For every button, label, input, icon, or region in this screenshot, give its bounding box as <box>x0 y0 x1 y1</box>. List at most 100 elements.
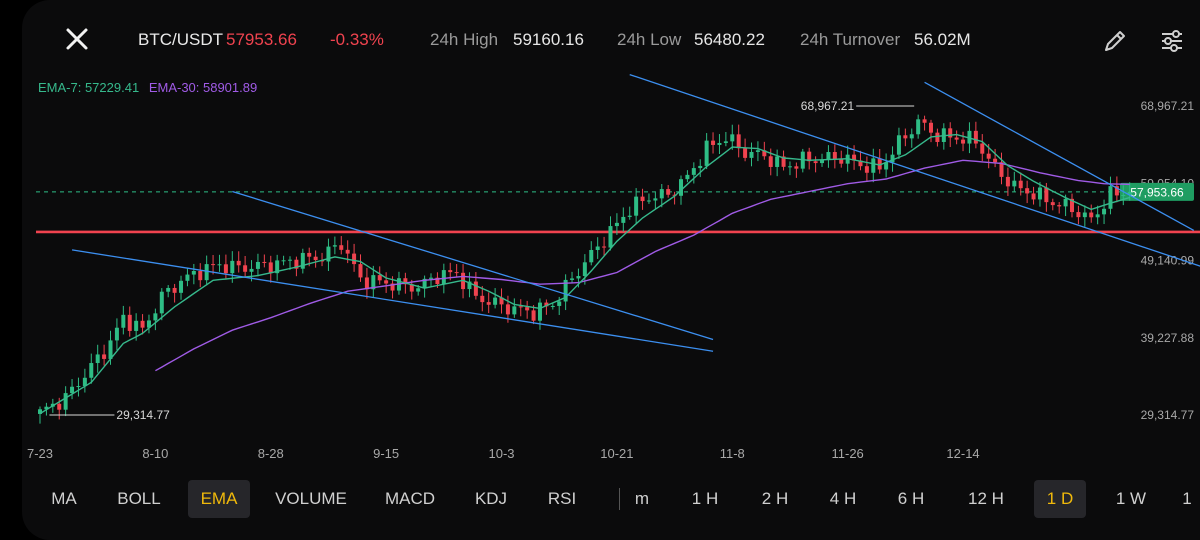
candle-body <box>762 150 767 157</box>
candlestick-chart[interactable]: 68,967.2159,054.1049,140.9939,227.8829,3… <box>22 0 1200 470</box>
x-tick-label: 8-28 <box>258 446 284 461</box>
candle-body <box>191 270 196 275</box>
high-value: 59160.16 <box>513 30 584 49</box>
turnover-label: 24h Turnover <box>800 30 901 49</box>
candle-body <box>108 340 113 359</box>
candle-body <box>1005 176 1010 187</box>
candle-body <box>275 260 280 274</box>
current-price-tag <box>1120 182 1194 201</box>
candle-body <box>429 277 434 279</box>
sliders-icon[interactable] <box>1157 26 1187 56</box>
candle-body <box>896 135 901 155</box>
close-icon[interactable] <box>62 24 92 54</box>
candle-body <box>903 135 908 139</box>
candle-body <box>243 265 248 272</box>
candle-body <box>916 119 921 135</box>
low-label: 24h Low <box>617 30 682 49</box>
candle-body <box>755 150 760 152</box>
toolbar-divider <box>619 488 620 510</box>
candle-body <box>217 264 222 266</box>
ema7-legend: EMA-7: 57229.41 <box>38 80 140 95</box>
candle-body <box>1063 198 1068 207</box>
candle-body <box>563 279 568 302</box>
candle-body <box>839 159 844 164</box>
candle-body <box>44 406 49 410</box>
timeframe-1h[interactable]: 1 H <box>691 489 719 508</box>
candle-body <box>1102 208 1107 215</box>
change-percent: -0.33% <box>330 30 384 49</box>
candle-body <box>999 162 1004 177</box>
candle-body <box>730 134 735 142</box>
timeframe-2h[interactable]: 2 H <box>761 489 789 508</box>
x-tick-label: 10-21 <box>600 446 633 461</box>
candle-body <box>852 154 857 161</box>
candle-body <box>114 327 119 341</box>
candle-body <box>448 270 453 273</box>
indicator-rsi[interactable]: RSI <box>547 489 577 508</box>
x-tick-label: 8-10 <box>142 446 168 461</box>
candle-body <box>409 284 414 292</box>
trendline <box>232 190 714 341</box>
high-label: 24h High <box>430 30 499 49</box>
x-tick-label: 11-8 <box>720 446 745 461</box>
candle-body <box>294 259 299 269</box>
candle-body <box>935 132 940 142</box>
candle-body <box>493 297 498 305</box>
candle-body <box>993 158 998 163</box>
candle-body <box>807 151 812 162</box>
candle-body <box>948 128 953 138</box>
candle-body <box>1018 180 1023 189</box>
timeframe-1d[interactable]: 1 D <box>1034 480 1086 518</box>
candle-body <box>89 363 94 378</box>
timeframe-6h[interactable]: 6 H <box>897 489 925 508</box>
y-tick-label: 29,314.77 <box>1141 408 1195 422</box>
candle-body <box>537 302 542 321</box>
candle-body <box>416 288 421 292</box>
candle-body <box>550 305 555 307</box>
candle-body <box>377 275 382 281</box>
chart-screen: BTC/USDT 57953.66 -0.33% 24h High 59160.… <box>22 0 1200 540</box>
candle-body <box>595 246 600 251</box>
timeframe-m[interactable]: m <box>634 489 650 508</box>
candle-body <box>454 272 459 274</box>
y-tick-label: 39,227.88 <box>1141 331 1195 345</box>
candle-body <box>198 270 203 281</box>
indicator-macd[interactable]: MACD <box>384 489 436 508</box>
last-price: 57953.66 <box>226 30 297 49</box>
candle-body <box>967 130 972 144</box>
indicator-boll[interactable]: BOLL <box>117 489 161 508</box>
candle-body <box>505 304 510 315</box>
indicator-volume[interactable]: VOLUME <box>275 489 347 508</box>
candle-body <box>146 320 151 328</box>
indicator-kdj[interactable]: KDJ <box>474 489 508 508</box>
candle-body <box>1127 191 1132 196</box>
candle-body <box>877 158 882 170</box>
low-value: 56480.22 <box>694 30 765 49</box>
pair-symbol: BTC/USDT <box>138 30 223 49</box>
candle-body <box>339 245 344 250</box>
timeframe-4h[interactable]: 4 H <box>829 489 857 508</box>
candle-body <box>185 274 190 281</box>
candle-body <box>211 264 216 266</box>
candle-body <box>928 122 933 133</box>
timeframe-1w[interactable]: 1 W <box>1115 489 1147 508</box>
candle-body <box>1070 198 1075 213</box>
candle-body <box>698 165 703 169</box>
candle-body <box>223 264 228 274</box>
indicator-ma[interactable]: MA <box>51 489 77 508</box>
trendline <box>924 81 1195 231</box>
candle-body <box>858 160 863 167</box>
pencil-icon[interactable] <box>1100 26 1130 56</box>
timeframe-12h[interactable]: 12 H <box>968 489 1004 508</box>
indicator-ema[interactable]: EMA <box>188 480 250 518</box>
candle-body <box>95 354 100 364</box>
candle-body <box>1044 187 1049 203</box>
candle-body <box>813 161 818 164</box>
candle-body <box>230 260 235 274</box>
x-tick-label: 11-26 <box>832 446 864 461</box>
timeframe-more[interactable]: 1 <box>1182 489 1192 508</box>
candle-body <box>236 260 241 266</box>
candle-body <box>518 306 523 308</box>
max-marker-label: 68,967.21 <box>801 99 855 113</box>
candle-body <box>134 320 139 331</box>
